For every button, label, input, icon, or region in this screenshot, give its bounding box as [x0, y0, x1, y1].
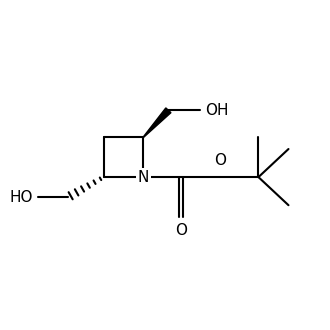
Text: N: N: [138, 170, 149, 184]
Text: HO: HO: [10, 190, 33, 205]
Text: O: O: [175, 223, 187, 238]
Text: O: O: [214, 153, 226, 168]
Text: OH: OH: [205, 103, 228, 118]
Polygon shape: [143, 108, 171, 138]
